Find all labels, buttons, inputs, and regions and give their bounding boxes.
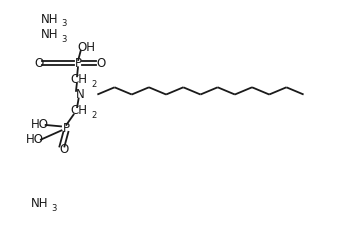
Text: N: N [76, 88, 84, 101]
Text: CH: CH [71, 104, 87, 117]
Text: NH: NH [41, 13, 59, 26]
Text: 3: 3 [62, 35, 67, 44]
Text: HO: HO [30, 118, 48, 131]
Text: 3: 3 [62, 19, 67, 28]
Text: CH: CH [71, 73, 87, 86]
Text: NH: NH [30, 197, 48, 210]
Text: O: O [97, 57, 106, 70]
Text: 2: 2 [91, 111, 96, 120]
Text: P: P [75, 57, 82, 70]
Text: OH: OH [78, 41, 96, 54]
Text: P: P [63, 122, 70, 135]
Text: HO: HO [26, 133, 44, 146]
Text: O: O [34, 57, 43, 70]
Text: O: O [59, 143, 68, 156]
Text: 2: 2 [91, 80, 96, 89]
Text: NH: NH [41, 28, 59, 41]
Text: 3: 3 [51, 204, 56, 213]
